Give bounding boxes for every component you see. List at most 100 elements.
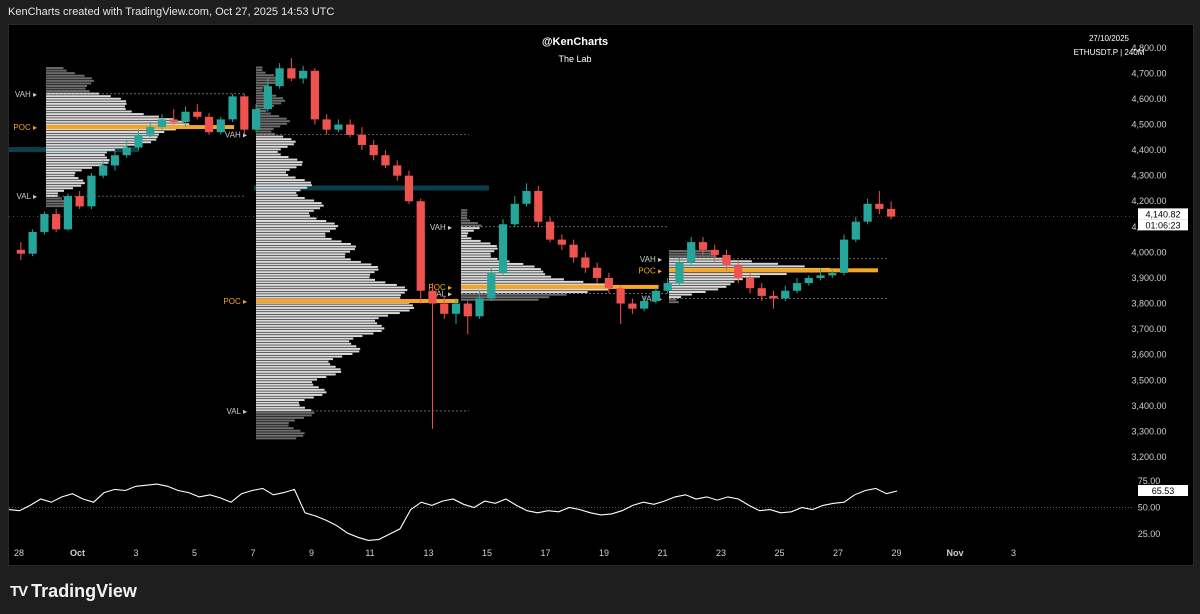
profile-bar (46, 69, 67, 72)
candle-body (851, 221, 860, 240)
price-tick-label: 4,600.00 (1131, 94, 1166, 104)
profile-bar (256, 81, 277, 84)
profile-bar (461, 237, 472, 240)
profile-bar (256, 107, 268, 110)
profile-bar (256, 235, 326, 238)
profile-bar (256, 153, 281, 156)
profile-bar (256, 409, 312, 412)
profile-bar (46, 110, 132, 113)
oscillator-tick-label: 50.00 (1138, 503, 1161, 513)
profile-bar (669, 280, 735, 283)
profile-bar (256, 158, 298, 161)
profile-bar (46, 197, 63, 200)
time-tick-label: 25 (774, 548, 784, 558)
profile-bar (461, 222, 478, 225)
candle-body (251, 109, 261, 130)
profile-bar (256, 227, 336, 230)
profile-bar (256, 304, 413, 307)
profile-bar (46, 92, 99, 95)
profile-bar (256, 266, 378, 269)
candle-body (828, 272, 837, 276)
profile-bar (46, 105, 125, 108)
profile-bar (256, 258, 351, 261)
candle-body (87, 175, 96, 207)
vah-label: VAH ▸ (225, 131, 247, 140)
candle-body (381, 155, 390, 166)
candle-body (263, 86, 272, 110)
candle-body (593, 267, 602, 278)
last-price-badge (1138, 208, 1188, 220)
time-tick-label: 3 (1011, 548, 1016, 558)
candle-body (604, 277, 613, 289)
price-tick-label: 3,600.00 (1131, 350, 1166, 360)
time-tick-label: 23 (716, 548, 726, 558)
profile-bar (46, 136, 158, 139)
profile-bar (256, 286, 405, 289)
profile-bar (256, 138, 292, 141)
profile-bar (46, 159, 110, 162)
candle-body (146, 127, 155, 135)
oscillator-value-label: 65.53 (1152, 486, 1175, 496)
profile-bar (256, 222, 335, 225)
profile-bar (46, 138, 157, 141)
profile-bar (256, 352, 353, 355)
profile-bar (256, 199, 315, 202)
profile-bar (256, 319, 376, 322)
profile-bar (256, 168, 290, 171)
profile-bar (46, 200, 69, 203)
profile-bar (669, 275, 760, 278)
profile-bar (46, 166, 93, 169)
candle-body (287, 68, 296, 79)
profile-bar (669, 273, 787, 276)
candle-body (110, 155, 120, 166)
profile-bar (46, 182, 85, 185)
candle-body (675, 262, 684, 284)
profile-bar (256, 312, 400, 315)
profile-bar (256, 393, 323, 396)
profile-bar (256, 291, 405, 294)
countdown-label: 01:06:23 (1145, 220, 1180, 230)
profile-bar (256, 225, 339, 228)
profile-bar (46, 90, 90, 93)
time-axis[interactable]: 28 Oct 3 5 7 9 11 13 15 17 19 21 23 25 27 29 Nov 3 (14, 548, 1016, 558)
price-tick-label: 4,300.00 (1131, 171, 1166, 181)
candle-body (687, 242, 696, 263)
chart-svg[interactable]: VAH ▸POC ▸VAL ▸VAH ▸POC ▸VAL ▸VAH ▸POC ▸… (8, 25, 1193, 565)
price-axis[interactable]: 4,800.00 4,700.00 4,600.00 4,500.00 4,400.00… (1131, 43, 1188, 539)
profile-bar (256, 163, 303, 166)
tradingview-footer[interactable]: TV TradingView (10, 578, 137, 604)
oscillator-tick-label: 75.00 (1138, 476, 1161, 486)
profile-bar (256, 355, 343, 358)
time-tick-label: 28 (14, 548, 24, 558)
profile-bar (46, 82, 92, 85)
profile-bar (256, 84, 269, 87)
chart-frame[interactable]: VAH ▸ POC ▸ VAL ▸ VAH ▸ POC ▸ VAL ▸ VAH ▸ POC ▸… (8, 24, 1194, 566)
profile-bar (256, 145, 288, 148)
profile-bar (256, 117, 287, 120)
profile-bar (256, 422, 289, 425)
candle-body (710, 249, 719, 255)
candle-body (839, 239, 849, 273)
profile-bar (46, 189, 64, 192)
profile-bar (256, 240, 342, 243)
price-tick-label: 4,000.00 (1131, 247, 1166, 257)
profile-bar (256, 324, 382, 327)
profile-bar (256, 219, 327, 222)
price-tick-label: 4,800.00 (1131, 43, 1166, 53)
profile-bar (256, 429, 301, 432)
profile-bar (669, 298, 677, 301)
profile-bar (46, 107, 126, 110)
profile-bar (256, 271, 375, 274)
profile-bar (256, 404, 300, 407)
profile-bar (46, 67, 64, 70)
profile-bar (256, 273, 371, 276)
profile-bar (46, 205, 70, 208)
candle-body (557, 239, 566, 245)
profile-bar (256, 232, 326, 235)
candle-body (522, 191, 531, 204)
val-label: VAL ▸ (227, 407, 247, 416)
poc-label: POC ▸ (13, 123, 37, 132)
profile-bar (256, 245, 356, 248)
candle-body (16, 249, 25, 254)
poc-bar (46, 125, 235, 130)
